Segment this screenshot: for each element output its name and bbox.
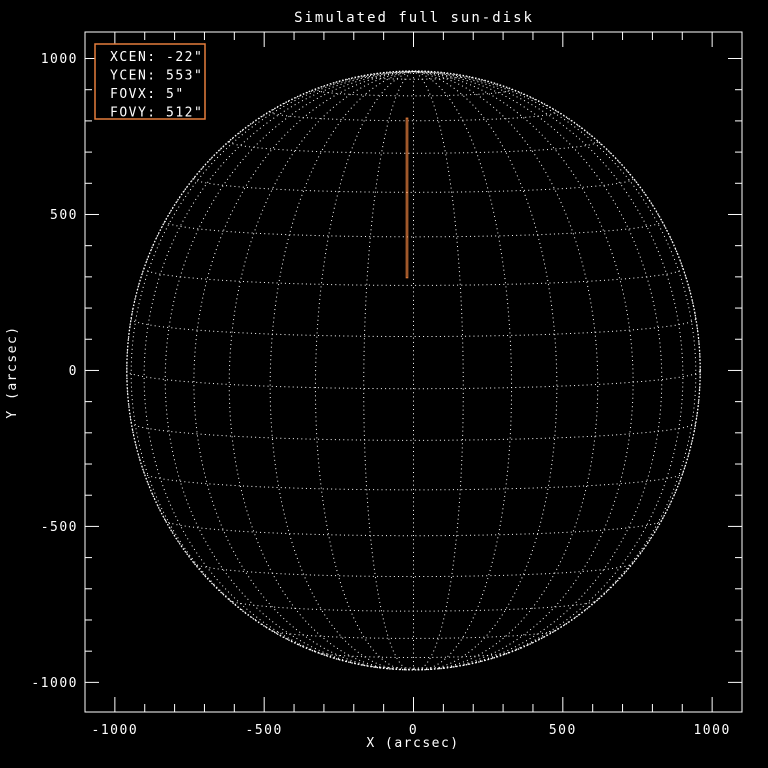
latitude-line xyxy=(193,562,634,578)
meridian-line xyxy=(228,71,414,671)
meridian-line xyxy=(164,71,414,670)
meridian-line xyxy=(413,71,599,671)
meridian-line xyxy=(130,71,414,670)
y-tick-label: 1000 xyxy=(41,52,78,67)
axis-tick-labels: -1000 -500 0 500 1000 -1000 -500 0 500 1000 xyxy=(31,52,730,738)
legend-value-ycen: 553" xyxy=(166,69,203,84)
y-tick-label: 500 xyxy=(50,208,78,223)
latitude-line xyxy=(269,629,558,639)
latitude-line xyxy=(228,141,599,154)
latitude-line xyxy=(193,178,634,193)
meridian-line xyxy=(413,71,513,671)
x-tick-label: 0 xyxy=(409,723,418,738)
axis-ticks xyxy=(85,32,742,712)
meridian-line xyxy=(413,71,701,670)
meridian-line xyxy=(193,71,414,671)
x-tick-label: -1000 xyxy=(92,723,139,738)
meridian-line xyxy=(413,71,697,670)
x-tick-label: -500 xyxy=(246,723,283,738)
latitude-line xyxy=(126,370,701,390)
plot-title: Simulated full sun-disk xyxy=(294,10,534,26)
y-tick-label: -1000 xyxy=(31,676,78,691)
latitude-line xyxy=(164,519,663,537)
fov-rectangle xyxy=(405,117,409,279)
meridian-line xyxy=(413,71,558,671)
x-tick-label: 500 xyxy=(549,723,577,738)
y-tick-label: 0 xyxy=(69,364,78,379)
x-tick-label: 1000 xyxy=(693,723,730,738)
legend-value-fovx: 5" xyxy=(166,87,185,102)
legend-label-ycen: YCEN: xyxy=(110,69,157,84)
latitude-line xyxy=(314,651,513,659)
latitude-line xyxy=(143,472,684,491)
meridian-line xyxy=(413,71,464,671)
meridian-line xyxy=(413,71,634,671)
y-axis-label: Y (arcsec) xyxy=(5,325,20,418)
legend-label-fovx: FOVX: xyxy=(110,87,157,102)
latitude-line xyxy=(363,75,464,80)
legend-border xyxy=(94,43,206,120)
meridian-line xyxy=(413,71,663,670)
legend-value-fovy: 512" xyxy=(166,106,203,121)
latitude-line xyxy=(130,422,697,441)
x-axis-label: X (arcsec) xyxy=(366,736,459,751)
solar-limb xyxy=(126,70,701,671)
helio-grid xyxy=(126,70,701,671)
legend-label-xcen: XCEN: xyxy=(110,50,157,65)
meridian-line xyxy=(126,71,414,670)
legend-label-fovy: FOVY: xyxy=(110,106,157,121)
y-tick-label: -500 xyxy=(41,520,78,535)
meridian-line xyxy=(413,71,684,670)
meridian-line xyxy=(314,71,414,671)
latitude-line xyxy=(228,599,599,612)
legend-value-xcen: -22" xyxy=(166,50,203,65)
meridian-line xyxy=(143,71,414,670)
legend-box: XCEN: -22" YCEN: 553" FOVX: 5" FOVY: 512… xyxy=(94,43,206,121)
plot-frame xyxy=(84,31,743,713)
meridian-line xyxy=(269,71,414,671)
